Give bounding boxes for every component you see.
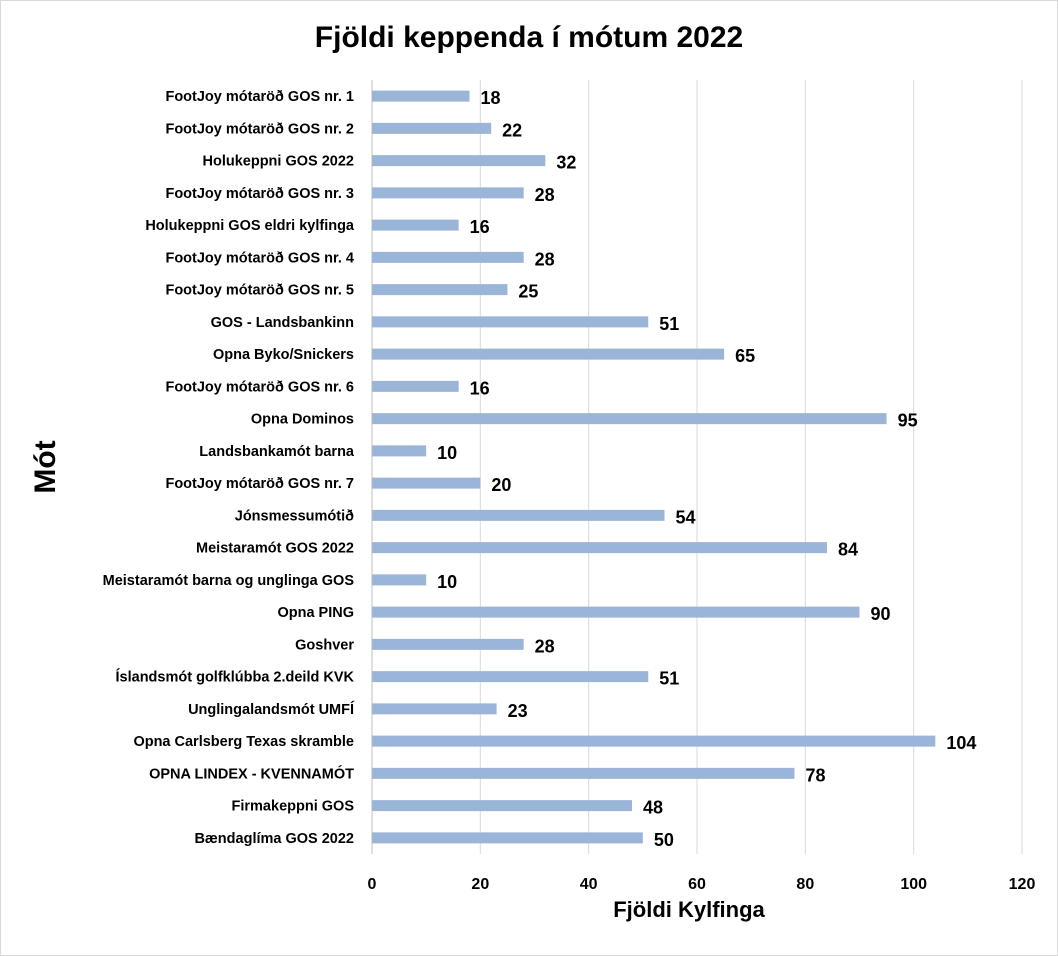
bar	[372, 284, 508, 296]
bar	[372, 122, 492, 134]
data-label: 16	[470, 217, 490, 237]
grid-lines	[371, 80, 1023, 854]
bar	[372, 380, 459, 392]
x-tick-label: 100	[900, 876, 927, 893]
bar	[372, 509, 665, 521]
category-label: Goshver	[295, 637, 354, 653]
data-label: 90	[871, 604, 891, 624]
bar	[372, 671, 649, 683]
bar	[372, 606, 860, 618]
category-label: FootJoy mótaröð GOS nr. 3	[165, 186, 354, 202]
bar	[372, 542, 827, 554]
bar	[372, 316, 649, 328]
data-label: 16	[470, 378, 490, 398]
data-label: 78	[806, 765, 826, 785]
data-label: 32	[556, 153, 576, 173]
data-label: 10	[437, 443, 457, 463]
bar	[372, 90, 470, 102]
category-label: Opna PING	[277, 605, 354, 621]
bar	[372, 477, 481, 489]
category-label: FootJoy mótaröð GOS nr. 1	[165, 89, 354, 105]
category-label: FootJoy mótaröð GOS nr. 7	[165, 476, 354, 492]
x-tick-label: 40	[580, 876, 598, 893]
bar	[372, 703, 497, 715]
data-label: 28	[535, 249, 555, 269]
data-label: 18	[481, 88, 501, 108]
category-label: Meistaramót GOS 2022	[196, 541, 354, 557]
x-tick-label: 120	[1009, 876, 1036, 893]
bar	[372, 219, 459, 231]
data-label: 28	[535, 636, 555, 656]
data-label: 65	[735, 346, 755, 366]
bar	[372, 251, 524, 263]
bar	[372, 155, 546, 167]
category-label: Holukeppni GOS 2022	[203, 154, 355, 170]
data-label: 84	[838, 540, 858, 560]
y-axis-title: Mót	[29, 440, 62, 493]
data-label: 10	[437, 572, 457, 592]
category-label: FootJoy mótaröð GOS nr. 5	[165, 283, 354, 299]
category-label: Landsbankamót barna	[199, 444, 355, 460]
bars	[372, 90, 936, 844]
category-label: Holukeppni GOS eldri kylfinga	[145, 218, 355, 234]
x-tick-label: 20	[471, 876, 489, 893]
data-label: 20	[491, 475, 511, 495]
bar	[372, 348, 725, 360]
x-tick-label: 60	[688, 876, 706, 893]
data-label: 48	[643, 798, 663, 818]
data-label: 50	[654, 830, 674, 850]
data-label: 22	[502, 120, 522, 140]
data-labels: 1822322816282551651695102054841090285123…	[437, 88, 976, 850]
bar	[372, 735, 936, 747]
bar	[372, 574, 427, 586]
category-label: FootJoy mótaröð GOS nr. 6	[165, 379, 354, 395]
category-label: FootJoy mótaröð GOS nr. 4	[165, 250, 354, 266]
category-label: Opna Carlsberg Texas skramble	[133, 734, 354, 750]
category-label: Íslandsmót golfklúbba 2.deild KVK	[116, 669, 355, 686]
category-label: Jónsmessumótið	[235, 508, 354, 524]
category-label: Opna Byko/Snickers	[213, 347, 354, 363]
x-tick-labels: 0 20 40 60 80 100 120	[368, 876, 1036, 893]
category-label: OPNA LINDEX - KVENNAMÓT	[149, 764, 354, 782]
bar	[372, 187, 524, 199]
data-label: 54	[676, 507, 696, 527]
x-axis-title: Fjöldi Kylfinga	[613, 897, 765, 922]
data-label: 95	[898, 411, 918, 431]
category-label: Bændaglíma GOS 2022	[194, 831, 354, 847]
data-label: 104	[946, 733, 976, 753]
x-tick-label: 80	[796, 876, 814, 893]
category-label: Firmakeppni GOS	[232, 799, 355, 815]
bar	[372, 445, 427, 457]
category-label: Unglingalandsmót UMFÍ	[188, 701, 355, 718]
x-tick-label: 0	[368, 876, 377, 893]
data-label: 25	[518, 282, 538, 302]
bar	[372, 832, 643, 844]
category-label: Opna Dominos	[251, 412, 354, 428]
data-label: 51	[659, 314, 679, 334]
chart-title: Fjöldi keppenda í mótum 2022	[315, 21, 743, 54]
category-label: GOS - Landsbankinn	[211, 315, 354, 331]
bar	[372, 800, 632, 812]
bar	[372, 638, 524, 650]
data-label: 51	[659, 669, 679, 689]
category-label: FootJoy mótaröð GOS nr. 2	[165, 121, 354, 137]
data-label: 23	[508, 701, 528, 721]
bar	[372, 413, 887, 425]
bar	[372, 767, 795, 779]
data-label: 28	[535, 185, 555, 205]
category-label: Meistaramót barna og unglinga GOS	[103, 573, 355, 589]
category-labels: FootJoy mótaröð GOS nr. 1 FootJoy mótaröð…	[103, 89, 355, 847]
